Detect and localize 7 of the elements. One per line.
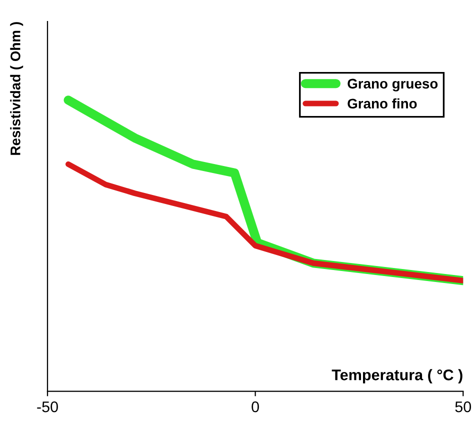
legend-label: Grano grueso [348,78,438,92]
x-tick-label: -50 [37,401,58,412]
y-axis-title: Resistividad ( Ohm ) [10,22,24,155]
x-tick-label: 0 [252,401,259,412]
x-axis-title: Temperatura ( °C ) [332,369,462,384]
legend-label: Grano fino [348,98,417,109]
x-tick-label: 50 [455,401,472,412]
